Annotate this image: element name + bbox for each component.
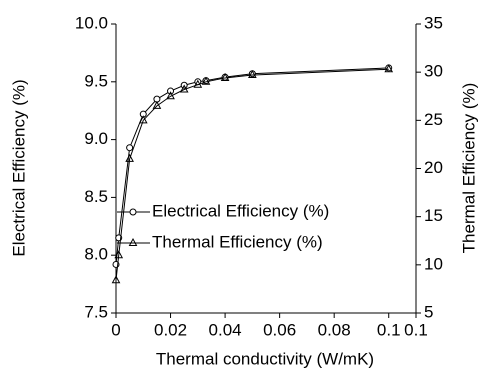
x-tick-label: 0.1: [377, 320, 401, 339]
data-point: [128, 237, 138, 246]
data-point: [152, 100, 162, 109]
y2-tick-label: 35: [424, 13, 443, 32]
data-point: [179, 84, 189, 93]
data-point: [167, 87, 175, 95]
y-tick-label: 9.0: [84, 129, 108, 148]
data-point: [166, 91, 175, 100]
data-point: [125, 153, 134, 162]
data-point: [138, 115, 148, 124]
data-point: [126, 144, 134, 152]
y2-axis-label: Thermal Efficiency (%): [459, 83, 478, 254]
y-tick-label: 9.5: [84, 71, 108, 90]
y2-tick-label: 10: [424, 254, 443, 273]
x-tick-label: 0.06: [263, 320, 296, 339]
y2-tick-label: 5: [424, 302, 433, 321]
y2-tick-label: 15: [424, 206, 443, 225]
y2-tick-label: 30: [424, 62, 443, 81]
x-axis-label: Thermal conductivity (W/mK): [156, 349, 374, 368]
y-tick-label: 8.0: [84, 245, 108, 264]
y2-tick-label: 25: [424, 110, 443, 129]
x-tick-label: 0.02: [154, 320, 187, 339]
series-line: [115, 68, 389, 281]
data-point: [248, 70, 257, 79]
x-tick-label: 0: [111, 320, 120, 339]
y2-tick-label: 20: [424, 158, 443, 177]
data-point: [111, 275, 121, 284]
y-tick-label: 7.5: [84, 302, 108, 321]
data-point: [201, 76, 211, 85]
y-tick-label: 8.5: [84, 187, 108, 206]
y-axis-label: Electrical Efficiency (%): [9, 79, 28, 256]
y-tick-label: 10.0: [75, 13, 108, 32]
x-tick-label: 0.08: [318, 320, 351, 339]
legend-label: Thermal Efficiency (%): [152, 232, 323, 251]
x-tick-label: 0.04: [209, 320, 242, 339]
x-tick-label: 0.1: [404, 320, 428, 339]
data-point: [220, 72, 230, 81]
legend-label: Electrical Efficiency (%): [152, 201, 329, 220]
data-point: [129, 208, 137, 216]
series-line: [115, 67, 389, 265]
data-point: [114, 250, 124, 259]
data-point: [384, 64, 394, 73]
data-point: [193, 79, 203, 88]
